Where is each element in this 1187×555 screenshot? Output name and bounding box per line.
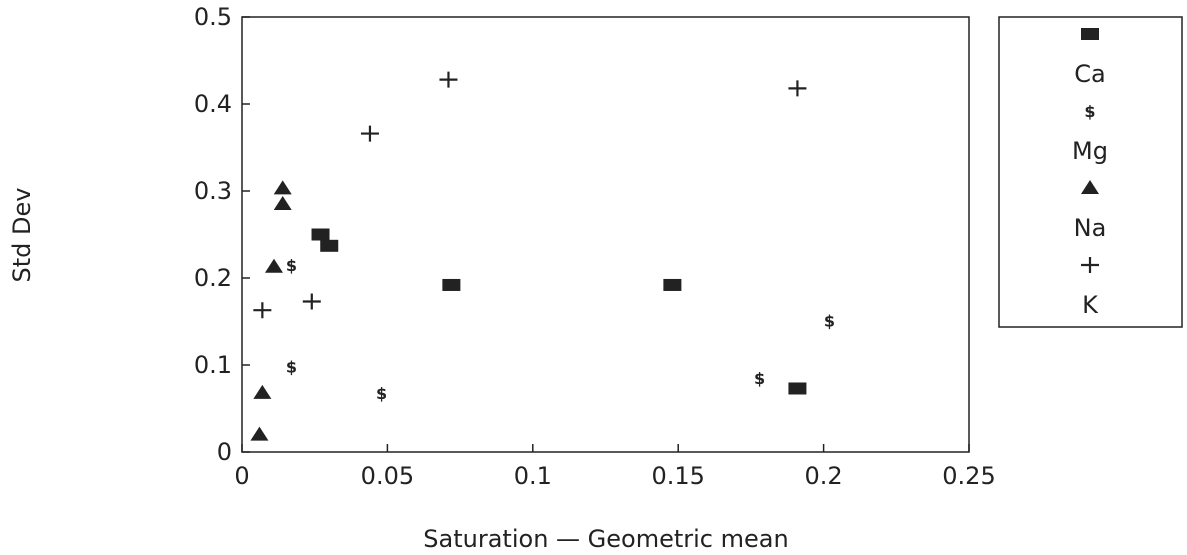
point-k	[253, 302, 272, 319]
x-tick-label: 0.25	[942, 462, 995, 490]
point-ca	[663, 278, 682, 291]
point-mg: $	[376, 384, 387, 403]
legend-label-ca: Ca	[1074, 60, 1105, 88]
point-mg: $	[286, 358, 297, 377]
point-k	[302, 293, 321, 310]
data-points: $ $ $ $ $	[250, 71, 835, 441]
x-tick-label: 0.1	[514, 462, 552, 490]
point-ca	[442, 278, 461, 291]
point-k	[360, 125, 379, 142]
point-mg: $	[754, 369, 765, 388]
point-mg: $	[286, 256, 297, 275]
point-k	[788, 80, 807, 97]
x-tick-label: 0.15	[651, 462, 704, 490]
plot-frame	[241, 16, 970, 453]
y-axis-title: Std Dev	[8, 188, 36, 283]
y-tick-label: 0.2	[194, 264, 232, 292]
point-ca	[788, 382, 807, 395]
y-tick-label: 0.5	[194, 3, 232, 31]
legend-label-k: K	[1082, 291, 1099, 319]
legend-label-na: Na	[1074, 214, 1107, 242]
x-axis-ticks: 0 0.05 0.1 0.15 0.2 0.25	[234, 444, 996, 490]
point-mg: $	[824, 312, 835, 331]
y-tick-label: 0	[217, 438, 232, 466]
x-tick-label: 0	[234, 462, 249, 490]
point-na	[273, 196, 292, 211]
legend-marker-na	[1081, 180, 1099, 194]
point-ca	[320, 239, 339, 252]
point-na	[253, 384, 272, 399]
x-tick-label: 0.05	[361, 462, 414, 490]
point-na	[273, 180, 292, 195]
legend: Ca $ Mg Na K	[1072, 28, 1108, 319]
y-tick-label: 0.1	[194, 351, 232, 379]
point-k	[439, 71, 458, 88]
legend-marker-ca	[1081, 28, 1099, 40]
point-na	[264, 258, 283, 273]
point-ca	[311, 228, 330, 241]
x-tick-label: 0.2	[805, 462, 843, 490]
point-na	[250, 426, 269, 441]
x-axis-title: Saturation — Geometric mean	[423, 525, 788, 553]
legend-label-mg: Mg	[1072, 137, 1108, 165]
y-tick-label: 0.4	[194, 90, 232, 118]
y-tick-label: 0.3	[194, 177, 232, 205]
y-axis-ticks: 0 0.1 0.2 0.3 0.4 0.5	[194, 3, 250, 466]
legend-box	[998, 16, 1183, 328]
legend-marker-k	[1081, 257, 1099, 273]
legend-marker-mg: $	[1084, 102, 1095, 121]
